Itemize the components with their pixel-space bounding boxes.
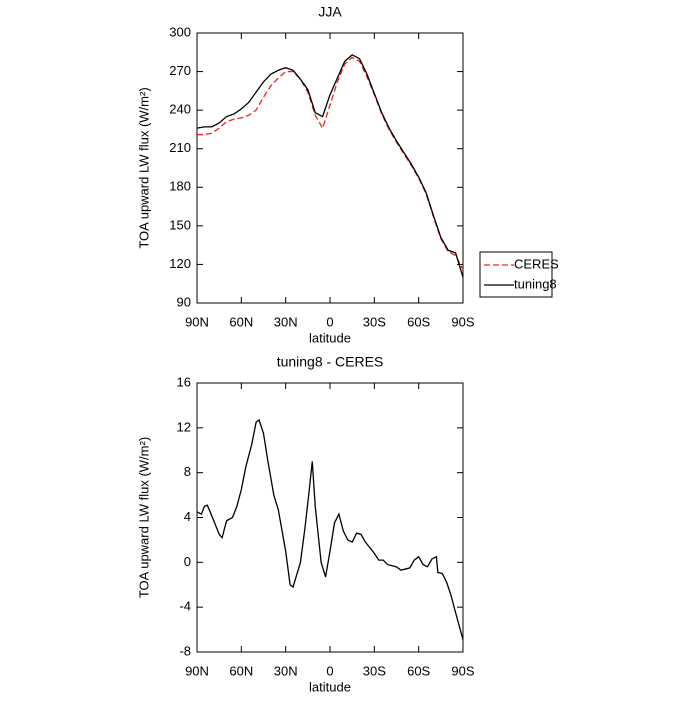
x-tick-label: 60N [229, 663, 253, 678]
x-tick-label: 90S [451, 663, 474, 678]
x-tick-label: 0 [326, 663, 333, 678]
x-tick-label: 30N [274, 314, 298, 329]
y-tick-label: -4 [179, 599, 191, 614]
y-axis-label: TOA upward LW flux (W/m²) [136, 87, 151, 248]
y-tick-label: 150 [169, 217, 191, 232]
y-axis-label: TOA upward LW flux (W/m²) [136, 437, 151, 598]
y-tick-label: 120 [169, 256, 191, 271]
y-tick-label: 16 [177, 374, 191, 389]
y-tick-label: 8 [184, 464, 191, 479]
legend-label: CERES [514, 256, 559, 271]
y-tick-label: 4 [184, 509, 191, 524]
data-line [197, 56, 464, 270]
x-tick-label: 0 [326, 314, 333, 329]
x-tick-label: 90N [185, 314, 209, 329]
y-tick-label: 90 [177, 294, 191, 309]
y-tick-label: 12 [177, 419, 191, 434]
x-tick-label: 60S [407, 663, 430, 678]
legend-box [479, 251, 553, 298]
y-tick-label: 240 [169, 102, 191, 117]
data-line [196, 418, 464, 640]
y-tick-label: 210 [169, 140, 191, 155]
chart-title: JJA [318, 4, 342, 20]
x-axis-label: latitude [309, 679, 351, 694]
y-tick-label: 0 [184, 554, 191, 569]
x-axis-label: latitude [309, 330, 351, 345]
y-tick-label: 180 [169, 179, 191, 194]
legend-label: tuning8 [514, 276, 557, 291]
x-tick-label: 60N [229, 314, 253, 329]
y-tick-label: 270 [169, 63, 191, 78]
x-tick-label: 30S [363, 314, 386, 329]
chart-title: tuning8 - CERES [277, 354, 384, 370]
x-tick-label: 30S [363, 663, 386, 678]
y-tick-label: -8 [179, 643, 191, 658]
data-line [196, 54, 464, 278]
y-tick-label: 300 [169, 24, 191, 39]
plot-frame [196, 382, 464, 653]
x-tick-label: 60S [407, 314, 430, 329]
x-tick-label: 90N [185, 663, 209, 678]
x-tick-label: 90S [451, 314, 474, 329]
plot-frame [196, 32, 464, 304]
x-tick-label: 30N [274, 663, 298, 678]
